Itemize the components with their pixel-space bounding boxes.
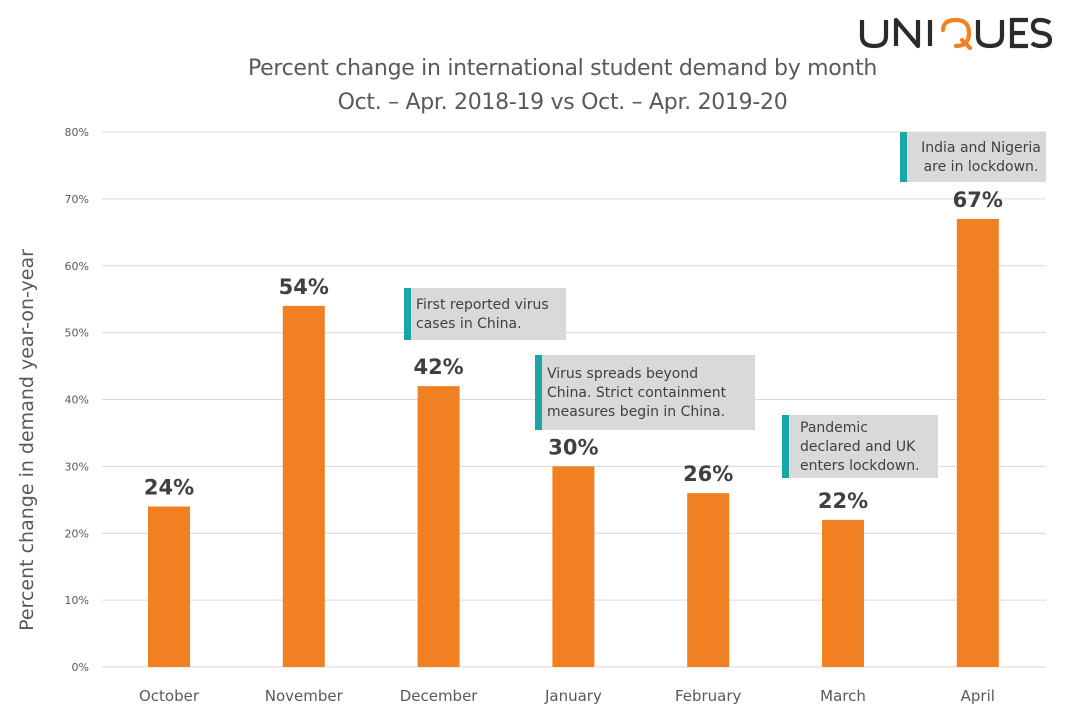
data-label: 42% xyxy=(413,355,463,379)
x-tick-label: March xyxy=(820,687,866,705)
y-tick-label: 50% xyxy=(65,327,89,340)
annotation-text: First reported virus xyxy=(416,297,549,313)
logo-letter-q xyxy=(940,17,973,51)
y-tick-label: 80% xyxy=(65,126,89,139)
annotation-accent xyxy=(404,288,411,340)
annotation-text: China. Strict containment xyxy=(547,385,727,401)
annotations: First reported virus cases in China. Virus… xyxy=(404,132,1046,478)
annotation-text: enters lockdown. xyxy=(800,458,920,474)
logo-letter-e xyxy=(1009,17,1028,49)
annotation-text: cases in China. xyxy=(416,316,522,332)
y-axis-ticks: 0% 10% 20% 30% 40% 50% 60% 70% 80% xyxy=(65,126,89,674)
annotation-note: India and Nigeria are in lockdown. xyxy=(900,132,1046,182)
bar xyxy=(822,519,864,667)
bar xyxy=(956,218,999,667)
annotation-box xyxy=(900,132,1046,182)
data-label: 54% xyxy=(279,275,329,299)
annotation-text: measures begin in China. xyxy=(547,404,725,420)
logo-letter-n xyxy=(893,17,921,49)
annotation-box xyxy=(535,355,755,430)
bar xyxy=(148,506,190,667)
data-label: 24% xyxy=(144,476,194,500)
annotation-accent xyxy=(535,355,542,430)
y-tick-label: 60% xyxy=(65,260,89,273)
bars xyxy=(148,218,999,667)
data-label: 30% xyxy=(548,435,598,459)
x-tick-label: April xyxy=(961,687,995,705)
logo-letter-u xyxy=(859,20,889,49)
annotation-accent xyxy=(900,132,907,182)
annotation-text: India and Nigeria xyxy=(921,140,1041,156)
y-tick-label: 0% xyxy=(72,661,89,674)
x-tick-label: February xyxy=(675,687,742,705)
annotation-box xyxy=(404,288,566,340)
bar xyxy=(687,493,730,667)
annotation-note: First reported virus cases in China. xyxy=(404,288,566,340)
x-tick-label: December xyxy=(400,687,479,705)
y-tick-label: 30% xyxy=(65,460,89,473)
annotation-text: are in lockdown. xyxy=(924,159,1039,175)
annotation-text: Virus spreads beyond xyxy=(547,366,698,382)
x-tick-label: November xyxy=(265,687,344,705)
x-tick-label: October xyxy=(139,687,200,705)
y-tick-label: 10% xyxy=(65,594,89,607)
chart-subtitle: Oct. – Apr. 2018-19 vs Oct. – Apr. 2019-… xyxy=(337,90,788,115)
y-tick-label: 70% xyxy=(65,193,89,206)
y-tick-label: 40% xyxy=(65,394,89,407)
data-label: 22% xyxy=(818,489,868,513)
logo-letter-s xyxy=(1030,17,1053,49)
logo-letter-u2 xyxy=(975,20,1005,49)
annotation-text: Pandemic xyxy=(800,420,868,436)
annotation-note: Virus spreads beyond China. Strict contai… xyxy=(535,355,755,430)
bar xyxy=(552,466,595,667)
uniquest-logo xyxy=(859,17,1053,51)
data-labels: 24% 54% 42% 30% 26% 22% 67% xyxy=(144,188,1003,513)
bar xyxy=(417,386,460,667)
annotation-box xyxy=(782,415,938,478)
bar xyxy=(282,305,325,667)
x-tick-label: January xyxy=(544,687,602,705)
y-tick-label: 20% xyxy=(65,527,89,540)
y-axis-label: Percent change in demand year-on-year xyxy=(16,249,38,631)
data-label: 26% xyxy=(683,462,733,486)
chart-title: Percent change in international student … xyxy=(247,56,878,81)
x-axis-ticks: October November December January February Ma… xyxy=(139,687,995,705)
annotation-text: declared and UK xyxy=(800,439,916,455)
annotation-accent xyxy=(782,415,789,478)
annotation-note: Pandemic declared and UK enters lockdown. xyxy=(782,415,938,478)
data-label: 67% xyxy=(953,188,1003,212)
